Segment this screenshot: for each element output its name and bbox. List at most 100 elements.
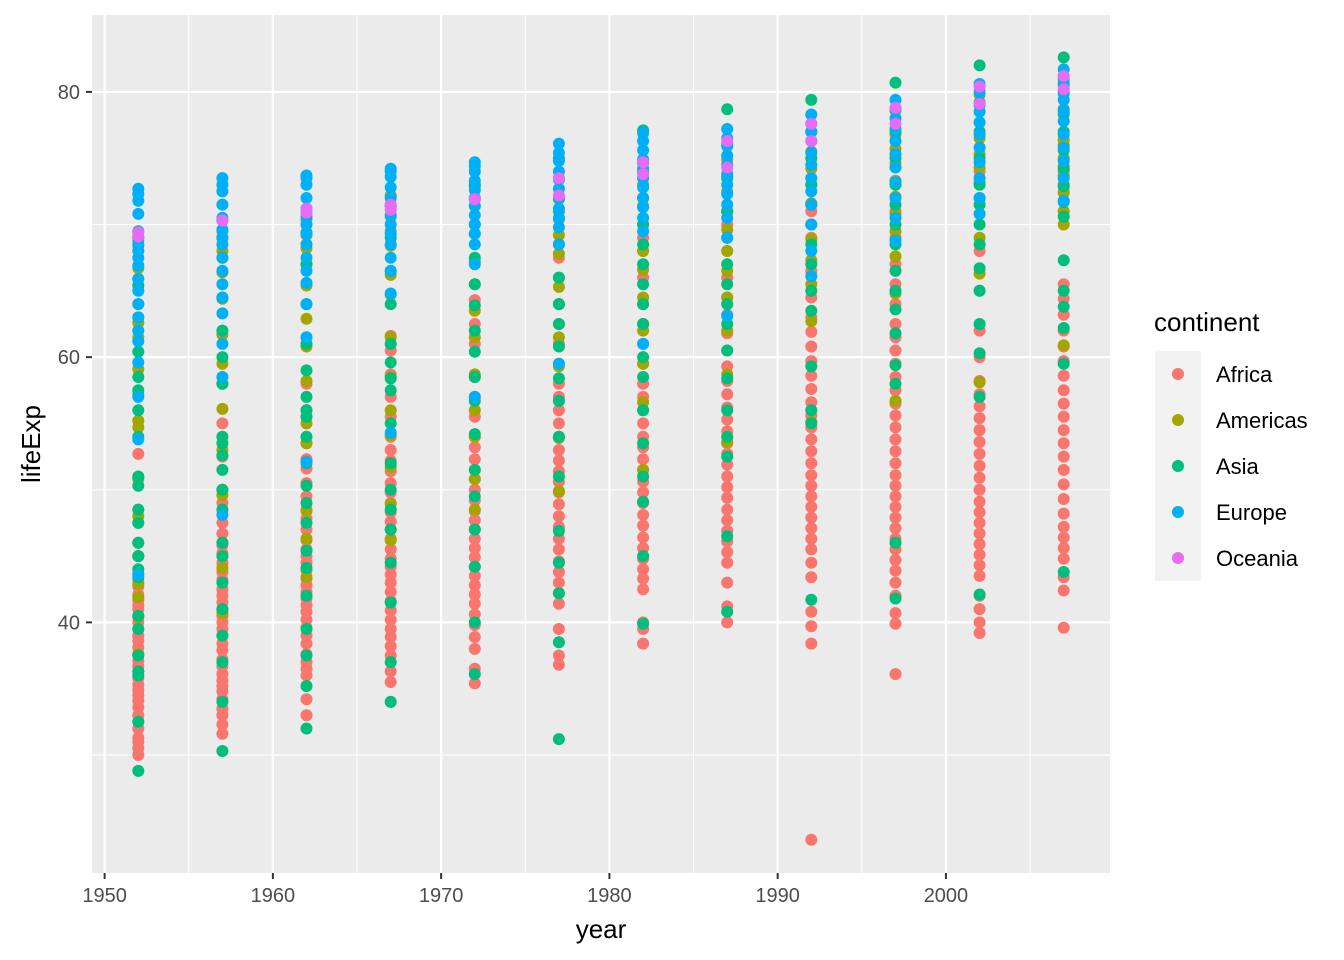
data-point bbox=[552, 372, 565, 385]
data-point bbox=[973, 218, 986, 231]
data-point bbox=[300, 516, 313, 529]
data-point bbox=[384, 695, 397, 708]
data-point bbox=[1057, 542, 1070, 555]
data-point bbox=[300, 227, 313, 240]
data-point bbox=[973, 588, 986, 601]
data-point bbox=[384, 656, 397, 669]
legend-item-oceania: Oceania bbox=[1155, 535, 1299, 581]
data-point bbox=[468, 278, 481, 291]
data-point bbox=[973, 527, 986, 540]
data-point bbox=[637, 258, 650, 271]
data-point bbox=[132, 447, 145, 460]
data-point bbox=[384, 264, 397, 277]
legend-item-americas: Americas bbox=[1155, 397, 1308, 443]
data-point bbox=[384, 676, 397, 688]
data-point bbox=[1057, 450, 1070, 463]
data-point bbox=[216, 603, 229, 616]
data-point bbox=[889, 192, 902, 204]
data-point bbox=[216, 337, 229, 350]
data-point bbox=[384, 162, 397, 175]
data-point bbox=[384, 356, 397, 369]
data-point bbox=[637, 211, 650, 224]
data-point bbox=[468, 616, 481, 629]
data-point bbox=[132, 207, 145, 220]
data-point bbox=[468, 560, 481, 573]
data-point bbox=[805, 93, 818, 106]
data-point bbox=[721, 278, 734, 291]
data-point bbox=[132, 356, 145, 369]
data-point bbox=[468, 184, 481, 196]
data-point bbox=[1057, 520, 1070, 533]
data-point bbox=[552, 597, 565, 610]
data-point bbox=[889, 421, 902, 434]
data-point bbox=[300, 331, 313, 344]
data-point bbox=[216, 550, 229, 563]
data-point bbox=[637, 371, 650, 383]
data-point bbox=[132, 649, 145, 662]
data-point bbox=[552, 189, 565, 202]
data-point bbox=[889, 176, 902, 189]
data-point bbox=[132, 324, 145, 337]
data-point bbox=[973, 318, 986, 330]
data-point bbox=[721, 616, 734, 629]
data-point bbox=[637, 404, 650, 417]
data-point bbox=[1057, 463, 1070, 476]
data-point bbox=[973, 436, 986, 448]
data-point bbox=[132, 591, 145, 604]
data-point bbox=[1057, 194, 1070, 207]
data-points bbox=[132, 51, 1070, 846]
data-point bbox=[552, 357, 565, 370]
data-point bbox=[637, 572, 650, 585]
x-tick-label: 2000 bbox=[924, 885, 969, 907]
data-point bbox=[552, 623, 565, 635]
data-point bbox=[468, 579, 481, 592]
data-point bbox=[300, 544, 313, 557]
data-point bbox=[973, 192, 986, 204]
data-point bbox=[468, 514, 481, 527]
data-point bbox=[552, 394, 565, 407]
data-point bbox=[805, 833, 818, 846]
data-point bbox=[721, 481, 734, 494]
data-point bbox=[300, 390, 313, 403]
data-point bbox=[132, 390, 145, 403]
data-point bbox=[384, 556, 397, 569]
data-point bbox=[384, 218, 397, 231]
data-point bbox=[973, 172, 986, 185]
data-point bbox=[468, 299, 481, 312]
data-point bbox=[552, 454, 565, 467]
data-point bbox=[637, 495, 650, 508]
data-point bbox=[637, 508, 650, 521]
data-point bbox=[1057, 154, 1070, 167]
x-tick-label: 1970 bbox=[419, 885, 464, 907]
data-point bbox=[805, 556, 818, 569]
data-point bbox=[300, 532, 313, 545]
data-point bbox=[132, 503, 145, 516]
data-point bbox=[384, 384, 397, 397]
data-point bbox=[1057, 493, 1070, 505]
data-point bbox=[973, 627, 986, 639]
data-point bbox=[805, 571, 818, 584]
data-point bbox=[1057, 128, 1070, 141]
data-point bbox=[468, 156, 481, 169]
data-point bbox=[552, 733, 565, 746]
data-point bbox=[721, 413, 734, 426]
data-point bbox=[721, 245, 734, 257]
data-point bbox=[468, 463, 481, 476]
data-point bbox=[973, 284, 986, 297]
data-point bbox=[216, 430, 229, 443]
data-point bbox=[889, 522, 902, 535]
data-point bbox=[1057, 115, 1070, 128]
legend-items: Africa Americas Asia Europe Oceania bbox=[1155, 351, 1308, 581]
axes: 1950 1960 1970 1980 1990 2000 40 60 80 bbox=[58, 82, 968, 907]
data-point bbox=[1057, 531, 1070, 544]
x-tick-label: 1950 bbox=[82, 885, 127, 907]
data-point bbox=[552, 221, 565, 234]
data-point bbox=[637, 531, 650, 544]
data-point bbox=[468, 642, 481, 655]
data-point bbox=[721, 149, 734, 162]
data-point bbox=[216, 576, 229, 589]
data-point bbox=[300, 722, 313, 735]
data-point bbox=[721, 310, 734, 322]
legend-marker bbox=[1172, 460, 1184, 472]
data-point bbox=[216, 727, 229, 740]
